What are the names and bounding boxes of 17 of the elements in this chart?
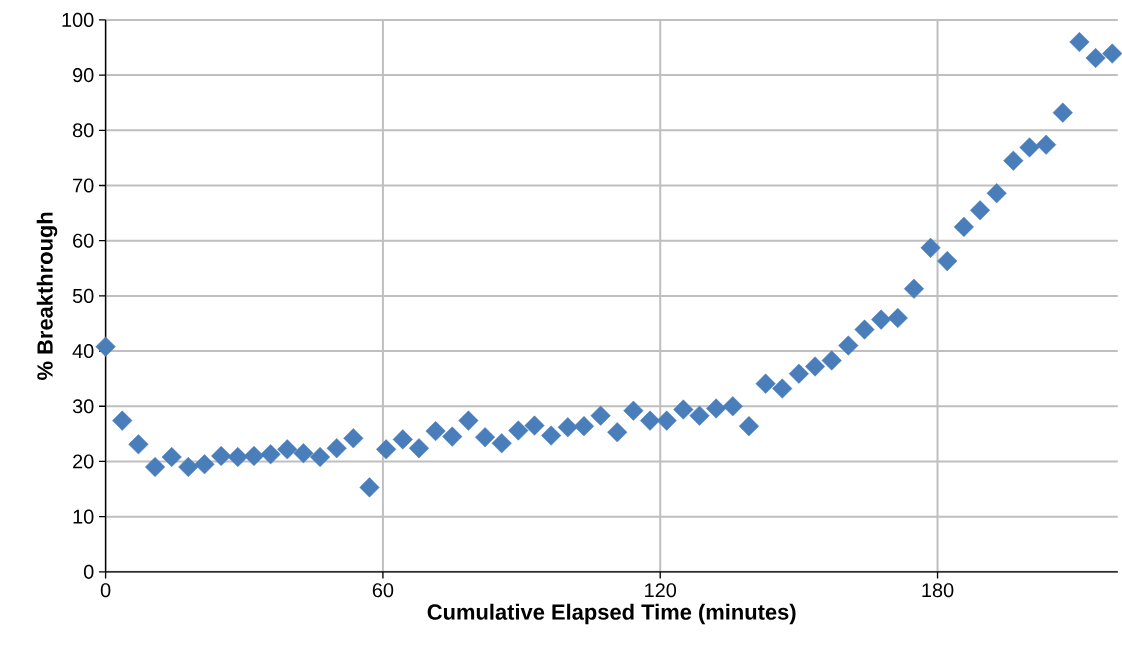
x-axis-title: Cumulative Elapsed Time (minutes) <box>427 603 796 624</box>
x-tick-label: 120 <box>645 582 677 598</box>
y-tick-label: 10 <box>73 509 94 524</box>
x-tick-label: 0 <box>100 582 111 598</box>
x-tick-label: 60 <box>372 582 394 598</box>
y-tick-label: 50 <box>72 288 94 303</box>
y-tick-label: 90 <box>73 67 94 82</box>
y-tick-label: 80 <box>72 123 94 138</box>
y-axis-title: % Breakthrough <box>36 212 58 380</box>
y-tick-label: 40 <box>72 343 94 358</box>
y-tick-label: 20 <box>73 454 94 469</box>
x-tick-label: 180 <box>922 582 954 598</box>
y-tick-label: 70 <box>73 178 94 193</box>
y-tick-label: 100 <box>62 12 94 27</box>
y-tick-label: 0 <box>83 564 94 579</box>
y-tick-label: 30 <box>72 398 94 414</box>
y-tick-label: 60 <box>73 233 94 248</box>
